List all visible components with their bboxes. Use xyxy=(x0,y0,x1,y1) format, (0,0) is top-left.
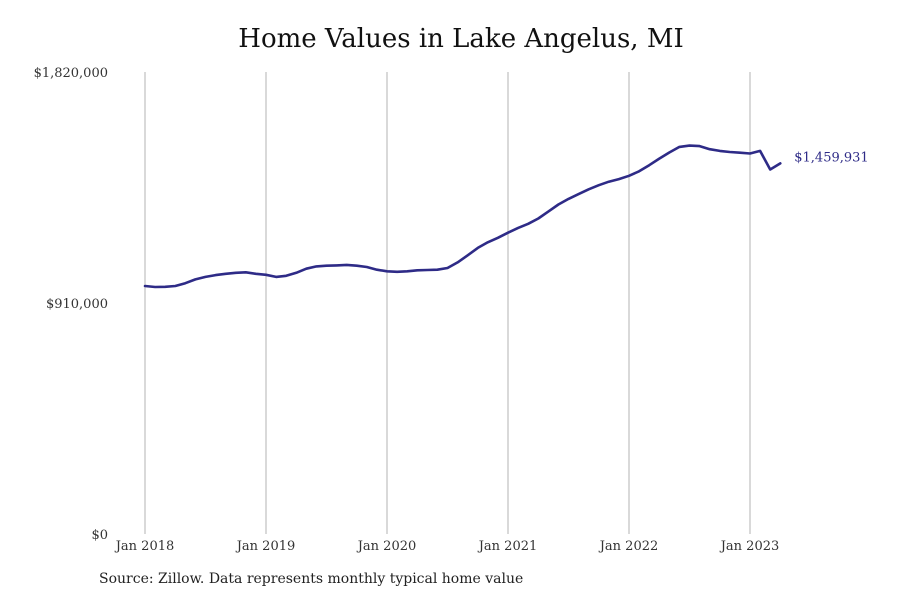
y-tick-label: $1,820,000 xyxy=(34,66,108,81)
y-tick-label: $0 xyxy=(91,528,108,543)
x-tick-label: Jan 2018 xyxy=(114,539,175,554)
latest-value-label: $1,459,931 xyxy=(794,150,868,165)
x-tick-label: Jan 2019 xyxy=(235,539,296,554)
y-tick-label: $910,000 xyxy=(46,297,108,312)
x-tick-label: Jan 2022 xyxy=(598,539,659,554)
x-tick-label: Jan 2023 xyxy=(719,539,780,554)
home-value-line xyxy=(143,144,782,289)
chart-title: Home Values in Lake Angelus, MI xyxy=(238,24,684,54)
x-tick-label: Jan 2021 xyxy=(477,539,538,554)
x-tick-label: Jan 2020 xyxy=(356,539,417,554)
y-axis-ticks: $0 $910,000 $1,820,000 xyxy=(34,66,108,543)
x-axis-ticks: Jan 2018 Jan 2019 Jan 2020 Jan 2021 Jan 2022… xyxy=(114,539,780,554)
gridlines xyxy=(144,72,751,534)
source-note: Source: Zillow. Data represents monthly … xyxy=(99,571,524,587)
